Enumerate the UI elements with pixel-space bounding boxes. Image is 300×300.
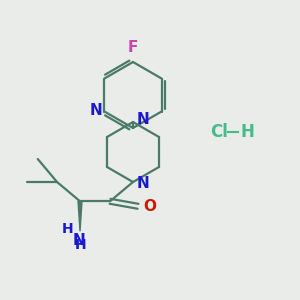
Text: H: H	[75, 238, 87, 252]
Text: N: N	[137, 176, 150, 191]
Polygon shape	[78, 201, 82, 231]
Text: Cl: Cl	[210, 123, 228, 141]
Text: O: O	[143, 199, 156, 214]
Text: N: N	[137, 112, 150, 128]
Text: F: F	[128, 40, 138, 55]
Text: H: H	[240, 123, 254, 141]
Text: N: N	[90, 103, 102, 118]
Text: N: N	[73, 233, 85, 248]
Text: H: H	[62, 222, 74, 236]
